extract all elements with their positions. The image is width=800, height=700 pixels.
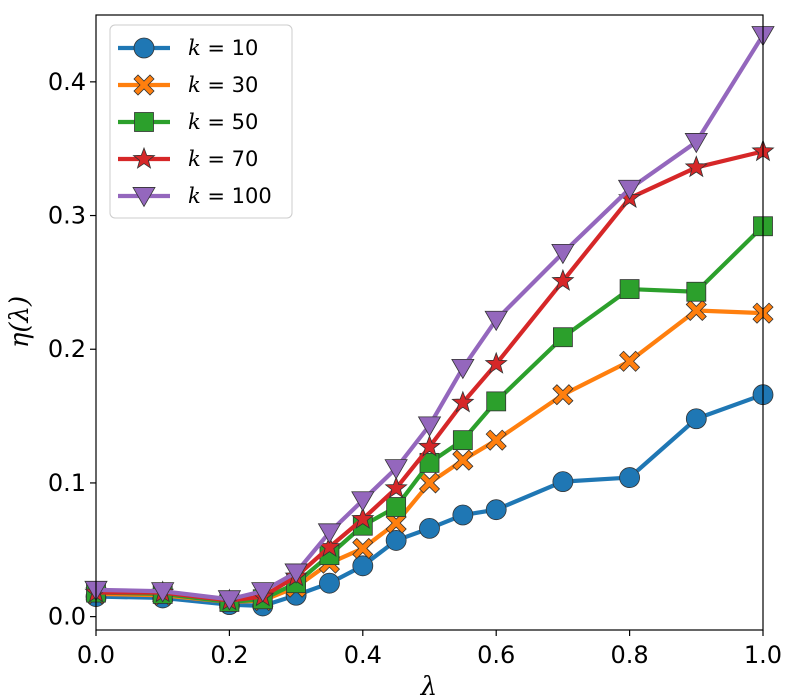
- legend-entry-10: k = 10: [118, 36, 258, 60]
- series-100: [84, 26, 775, 611]
- data-point-10-9: [452, 504, 474, 526]
- data-point-10-6: [352, 555, 374, 577]
- data-point-100-10: [484, 310, 508, 332]
- data-point-50-7: [386, 497, 407, 517]
- data-point-70-11: [551, 268, 575, 291]
- y-tick-label: 0.4: [48, 68, 86, 96]
- data-point-100-3: [251, 582, 275, 603]
- legend-label: k = 10: [188, 36, 258, 60]
- data-point-100-1: [151, 582, 175, 603]
- data-point-100-5: [317, 523, 342, 544]
- data-point-100-11: [551, 243, 575, 265]
- data-point-100-7: [384, 459, 408, 480]
- data-point-30-9: [452, 449, 474, 471]
- plot-frame: [95, 14, 764, 631]
- data-point-10-12: [619, 467, 640, 488]
- data-point-100-9: [451, 358, 475, 380]
- data-point-100-12: [617, 179, 642, 201]
- x-tick-label: 0.4: [344, 641, 382, 669]
- data-point-100-8: [417, 416, 442, 437]
- data-point-100-13: [684, 133, 708, 154]
- y-tick-label: 0.0: [48, 603, 86, 631]
- y-tick-label: 0.3: [48, 202, 86, 230]
- legend: k = 10 k = 30 k = 50 k = 70 k = 100: [109, 24, 293, 219]
- x-tick-label: 0.6: [477, 641, 515, 669]
- data-point-10-5: [319, 572, 340, 594]
- data-point-100-2: [217, 590, 242, 611]
- legend-entry-30: k = 30: [118, 73, 258, 97]
- data-point-70-6: [351, 506, 375, 529]
- legend-label: k = 100: [188, 184, 272, 208]
- legend-entry-70: k = 70: [118, 146, 258, 171]
- y-tick-label: 0.2: [48, 335, 86, 363]
- legend-marker-30: [133, 74, 155, 96]
- x-tick-label: 0.2: [210, 641, 248, 669]
- legend-marker-50: [134, 112, 154, 132]
- data-point-50-9: [452, 430, 473, 451]
- legend-label: k = 50: [188, 110, 258, 134]
- data-point-10-8: [419, 517, 440, 539]
- x-tick-label: 1.0: [744, 641, 782, 669]
- data-point-50-11: [553, 327, 573, 348]
- data-point-30-7: [385, 512, 407, 534]
- data-point-30-8: [418, 472, 441, 494]
- data-point-30-11: [552, 384, 574, 406]
- data-point-70-9: [451, 390, 475, 413]
- data-point-70-13: [684, 155, 708, 178]
- data-point-10-7: [385, 530, 407, 551]
- data-point-70-10: [484, 351, 508, 374]
- data-point-30-12: [619, 350, 641, 372]
- y-axis-label: η(λ): [5, 296, 35, 348]
- data-point-10-13: [685, 408, 707, 430]
- data-point-70-7: [384, 476, 408, 499]
- x-tick-label: 0.8: [611, 641, 649, 669]
- x-tick-label: 0.0: [77, 641, 115, 669]
- data-point-10-10: [485, 499, 507, 521]
- data-point-50-10: [486, 391, 507, 412]
- data-point-30-13: [685, 299, 707, 322]
- data-point-10-11: [552, 471, 574, 492]
- data-point-100-6: [351, 491, 375, 512]
- ticks-layer: 0.0 0.2 0.4 0.6 0.8 1.0 0.0 0.1 0.2 0.3 0.4: [48, 68, 782, 669]
- x-axis-label: λ: [420, 672, 437, 700]
- legend-marker-100: [132, 187, 156, 208]
- data-point-50-12: [619, 279, 640, 299]
- legend-label: k = 30: [188, 73, 258, 97]
- legend-entry-50: k = 50: [118, 110, 258, 134]
- data-point-100-4: [284, 563, 308, 584]
- legend-marker-10: [133, 37, 155, 59]
- y-tick-label: 0.1: [48, 469, 86, 497]
- legend-marker-70: [132, 146, 156, 169]
- data-point-30-6: [352, 537, 374, 560]
- data-point-30-10: [485, 429, 507, 451]
- legend-entry-100: k = 100: [118, 184, 272, 208]
- legend-box: [109, 24, 293, 219]
- data-point-50-13: [686, 281, 707, 302]
- data-point-50-8: [419, 452, 440, 473]
- legend-label: k = 70: [188, 147, 258, 171]
- data-point-70-8: [417, 434, 442, 457]
